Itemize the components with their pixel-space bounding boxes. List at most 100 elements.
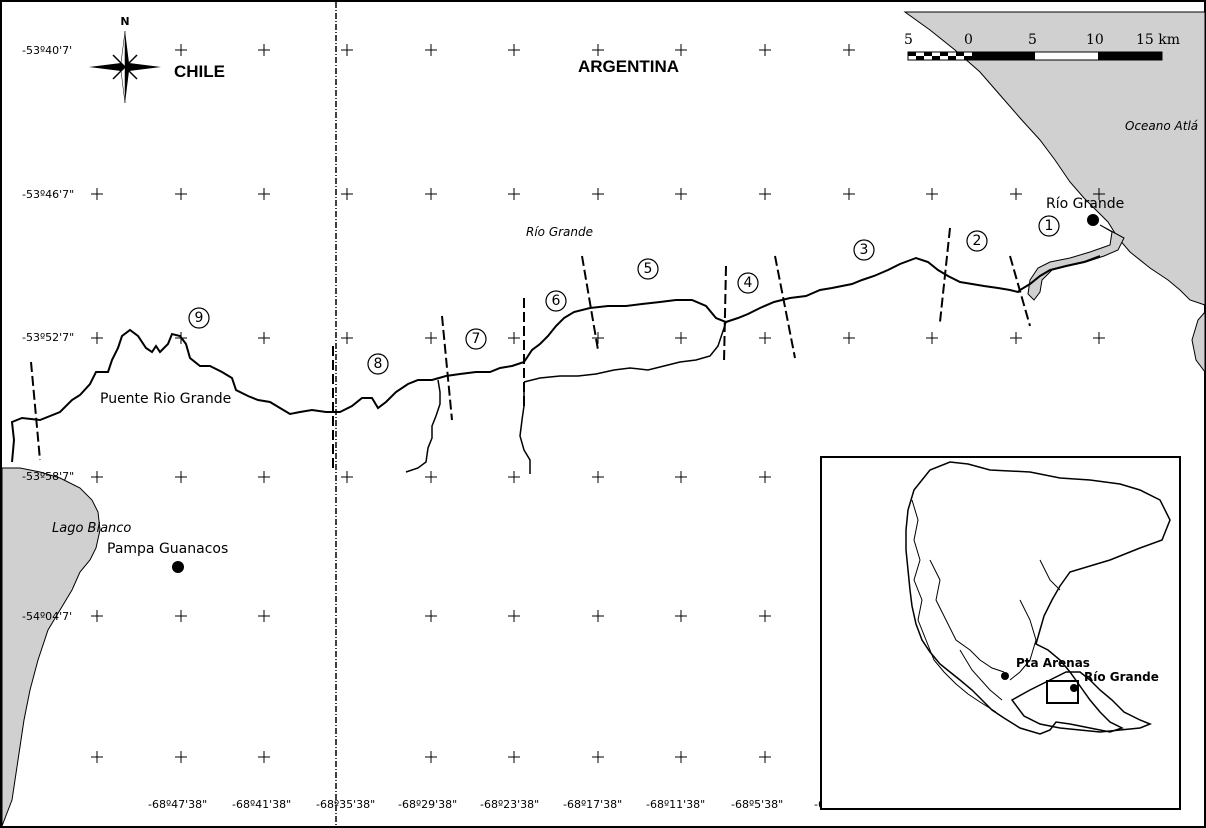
tributary-east [519, 382, 531, 474]
east-shore-patch [1191, 310, 1206, 374]
graticule-cross [258, 610, 270, 622]
graticule-cross [1093, 188, 1105, 200]
section-number-6: 6 [552, 293, 561, 309]
graticule-cross [508, 188, 520, 200]
graticule-cross [759, 751, 771, 763]
scale-checker-segment [956, 52, 964, 56]
inset-fjords [911, 499, 1005, 713]
graticule-cross [843, 44, 855, 56]
divider-c [441, 315, 453, 421]
graticule-cross [425, 471, 437, 483]
inset-rio-grande-dot [1070, 684, 1078, 692]
inset-tierra-del-fuego [1010, 671, 1153, 733]
atlantic-coast [903, 11, 1206, 306]
graticule-cross [425, 610, 437, 622]
lat-label-3: -53º52'7" [22, 331, 74, 344]
section-dividers [30, 227, 1031, 470]
graticule-cross [341, 471, 353, 483]
graticule-cross [425, 44, 437, 56]
inset-pta-arenas-label: Pta Arenas [1016, 656, 1090, 670]
scale-tick-2: 5 [1028, 32, 1037, 48]
graticule-cross [425, 188, 437, 200]
lon-label-4: -68º29'38" [398, 798, 457, 811]
graticule-cross [425, 332, 437, 344]
graticule-cross [508, 332, 520, 344]
graticule-cross [592, 610, 604, 622]
graticule-cross [592, 332, 604, 344]
scale-checker-segment [916, 56, 924, 60]
divider-g [774, 255, 796, 359]
rio-grande-south-channel [523, 321, 727, 383]
graticule-cross [258, 751, 270, 763]
graticule-cross [508, 610, 520, 622]
graticule-cross [759, 610, 771, 622]
section-circle-2 [966, 230, 988, 252]
graticule-cross [175, 44, 187, 56]
lon-label-8: -68º5'38" [731, 798, 783, 811]
lat-label-4: -53º58'7" [22, 470, 74, 483]
graticule-cross [926, 188, 938, 200]
section-circle-1 [1038, 215, 1060, 237]
inset-rio-grande-label: Río Grande [1084, 670, 1159, 684]
divider-e [581, 255, 599, 351]
section-number-4: 4 [744, 275, 753, 291]
section-number-1: 1 [1045, 218, 1054, 234]
graticule-cross [341, 332, 353, 344]
graticule-cross [926, 332, 938, 344]
chile-label: CHILE [174, 62, 225, 81]
graticule-cross [675, 471, 687, 483]
graticule-cross [592, 471, 604, 483]
graticule-cross [91, 471, 103, 483]
graticule-cross [508, 44, 520, 56]
graticule-cross [592, 751, 604, 763]
scale-checker-segment [940, 52, 948, 56]
section-markers: 1 2 3 4 5 6 7 8 9 [188, 215, 1060, 375]
section-circle-6 [545, 290, 567, 312]
graticule-cross [175, 751, 187, 763]
rio-grande-town-dot [1087, 214, 1099, 226]
graticule-cross [175, 610, 187, 622]
section-circle-5 [637, 258, 659, 280]
graticule-cross [258, 44, 270, 56]
graticule-cross [675, 44, 687, 56]
section-circle-8 [367, 353, 389, 375]
lon-label-7: -68º11'38" [646, 798, 705, 811]
north-label: N [120, 15, 129, 28]
inset-study-area-box [1046, 680, 1079, 704]
graticule-crosses [91, 44, 1105, 763]
bridge-label: Puente Rio Grande [100, 391, 231, 407]
scale-checker-segment [924, 52, 932, 56]
lon-label-2: -68º41'38" [232, 798, 291, 811]
estuary-spit [1027, 224, 1125, 301]
section-circle-3 [853, 239, 875, 261]
inset-pta-arenas-dot [1001, 672, 1009, 680]
graticule-cross [508, 471, 520, 483]
ocean-label: Oceano Atlá [1125, 119, 1198, 133]
divider-i [1009, 255, 1031, 327]
section-number-9: 9 [195, 310, 204, 326]
section-number-3: 3 [860, 242, 869, 258]
lat-label-5: -54º04'7' [22, 610, 72, 623]
scale-checker-segment [932, 56, 940, 60]
section-circle-4 [737, 272, 759, 294]
graticule-cross [759, 332, 771, 344]
rio-grande-town-label: Río Grande [1046, 196, 1124, 212]
section-circle-7 [465, 328, 487, 350]
tributary-west [405, 379, 441, 473]
section-number-2: 2 [973, 233, 982, 249]
lake-label: Lago Blanco [52, 521, 131, 536]
section-number-5: 5 [644, 261, 653, 277]
graticule-cross [675, 610, 687, 622]
graticule-cross [91, 610, 103, 622]
inset-coast-inner [1009, 559, 1061, 681]
rio-grande-main-channel [10, 255, 1101, 463]
graticule-cross [175, 471, 187, 483]
graticule-cross [258, 332, 270, 344]
scale-tick-4: 15 km [1136, 32, 1180, 48]
graticule-cross [175, 188, 187, 200]
graticule-cross [592, 44, 604, 56]
scale-bar: 5 0 5 10 15 km [904, 32, 1180, 61]
lon-label-6: -68º17'38" [563, 798, 622, 811]
north-arrow-icon: N [89, 15, 161, 104]
graticule-cross [843, 332, 855, 344]
